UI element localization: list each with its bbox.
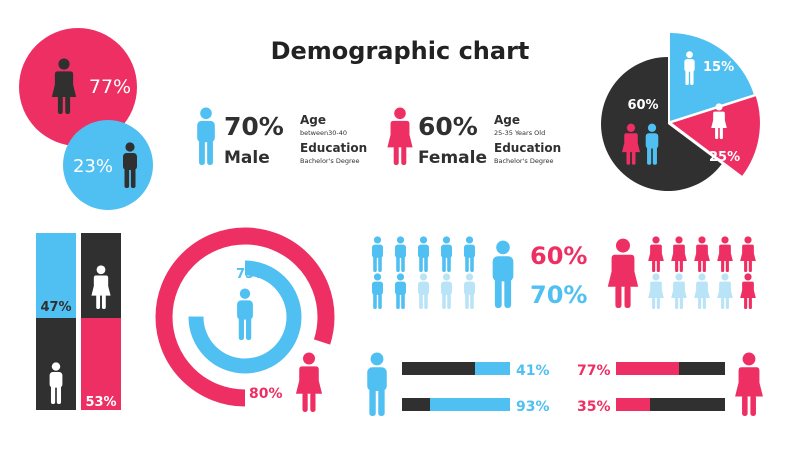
male-age-value: between30-40 (300, 129, 347, 137)
woman-icon (717, 236, 733, 272)
male-card-label: Male (224, 148, 270, 168)
man-icon (441, 273, 452, 309)
male-bar-2-fill (430, 398, 510, 411)
man-icon (395, 273, 406, 309)
woman-icon (295, 352, 323, 412)
male-edu-title: Education (300, 141, 367, 155)
man-icon (372, 273, 383, 309)
male-progress-bars: 41% 93% (367, 352, 550, 416)
woman-icon (648, 273, 664, 309)
male-column-top (36, 233, 76, 318)
man-icon (197, 107, 215, 165)
female-age-title: Age (494, 113, 520, 127)
outer-ring-label: 80% (249, 386, 283, 402)
pie-male-label: 15% (703, 60, 734, 75)
woman-icon (740, 273, 756, 309)
female-edu-title: Education (494, 141, 561, 155)
pie-slice-couple (601, 57, 722, 191)
female-age-value: 25-35 Years Old (494, 129, 545, 137)
inner-ring (188, 260, 302, 374)
female-column-label: 53% (85, 395, 116, 410)
outer-ring (155, 227, 335, 407)
female-bar-1-label: 77% (577, 363, 611, 379)
man-icon (367, 352, 387, 416)
pie-chart: 15% 25% 60% (601, 33, 760, 191)
man-icon (395, 236, 406, 272)
woman-icon (694, 236, 710, 272)
woman-icon (648, 236, 664, 272)
grid-male-label: 70% (530, 281, 587, 309)
female-column-bottom (81, 318, 121, 410)
man-icon (464, 273, 475, 309)
female-edu-value: Bachelor's Degree (494, 157, 554, 165)
woman-icon (717, 273, 733, 309)
inner-ring-label: 75% (236, 267, 267, 282)
woman-icon (671, 273, 687, 309)
female-people-grid (607, 236, 756, 309)
man-icon (418, 273, 429, 309)
female-column-top (81, 233, 121, 318)
woman-icon (387, 107, 413, 165)
stacked-columns: 47% 53% (36, 233, 121, 410)
man-icon (441, 236, 452, 272)
woman-icon (607, 238, 639, 308)
female-card: 60% Female Age 25-35 Years Old Education… (387, 107, 561, 168)
female-bar-2-label: 35% (577, 399, 611, 415)
pie-female-label: 25% (709, 150, 740, 165)
male-column-label: 47% (40, 300, 71, 315)
female-circle-label: 77% (89, 76, 131, 98)
male-card-pct: 70% (224, 112, 284, 141)
woman-icon (735, 352, 763, 416)
male-edu-value: Bachelor's Degree (300, 157, 360, 165)
woman-icon (694, 273, 710, 309)
woman-icon (671, 236, 687, 272)
man-icon (237, 288, 253, 340)
male-circle-label: 23% (73, 156, 113, 177)
man-icon (492, 240, 514, 308)
female-progress-bars: 77% 35% (577, 352, 763, 416)
grid-female-label: 60% (530, 242, 587, 270)
male-card: 70% Male Age between30-40 Education Bach… (197, 107, 367, 168)
female-bar-1-fill (616, 362, 679, 375)
male-bar-2-label: 93% (516, 399, 550, 415)
female-bar-2-fill (616, 398, 650, 411)
female-circle (19, 28, 137, 146)
page-title: Demographic chart (271, 37, 530, 65)
woman-icon (740, 236, 756, 272)
female-card-label: Female (418, 148, 487, 168)
female-card-pct: 60% (418, 112, 478, 141)
ring-chart: 75% 80% (155, 227, 335, 412)
man-icon (418, 236, 429, 272)
male-age-title: Age (300, 113, 326, 127)
male-bar-1-fill (475, 362, 510, 375)
male-bar-1-label: 41% (516, 363, 550, 379)
man-icon (464, 236, 475, 272)
male-people-grid (372, 236, 514, 309)
pie-couple-label: 60% (627, 98, 658, 113)
man-icon (372, 236, 383, 272)
gender-circles: 77% 23% (19, 28, 153, 210)
